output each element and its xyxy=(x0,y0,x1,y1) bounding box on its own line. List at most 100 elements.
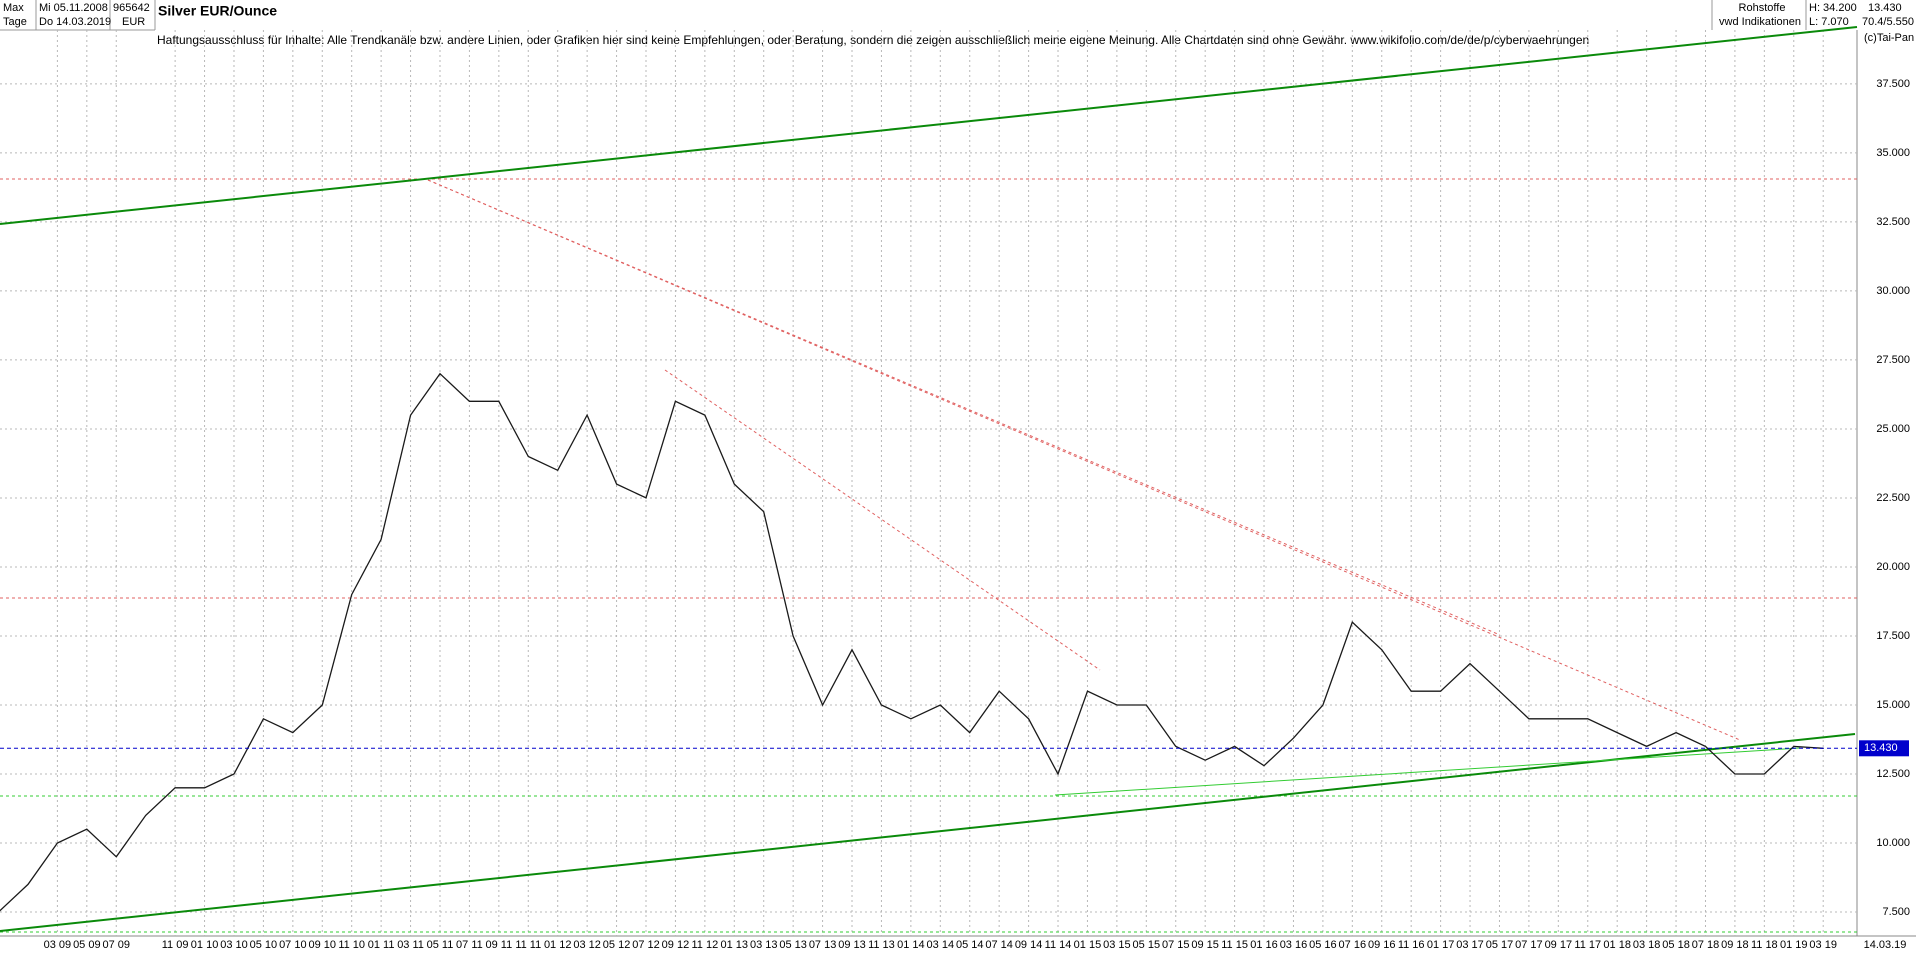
x-tick-label: 11 11 xyxy=(515,939,541,951)
x-end-label: 14.03.19 xyxy=(1864,939,1907,951)
x-tick-label: 09 17 xyxy=(1545,939,1573,951)
x-tick-label: 11 12 xyxy=(692,939,719,951)
extra-info: 70.4/5.550 xyxy=(1862,16,1914,28)
chart-title: Silver EUR/Ounce xyxy=(158,3,277,19)
x-tick-label: 03 16 xyxy=(1280,939,1308,951)
down-trend-line xyxy=(427,179,1741,741)
x-tick-label: 01 11 xyxy=(368,939,395,951)
price-marker-label: 13.430 xyxy=(1864,742,1898,754)
x-tick-label: 11 10 xyxy=(338,939,365,951)
x-tick-label: 11 13 xyxy=(868,939,895,951)
x-tick-label: 03 13 xyxy=(750,939,778,951)
y-tick-label: 32.500 xyxy=(1876,216,1910,228)
x-tick-label: 07 09 xyxy=(102,939,130,951)
y-tick-label: 20.000 xyxy=(1876,561,1910,573)
x-tick-label: 03 12 xyxy=(573,939,601,951)
x-tick-label: 09 15 xyxy=(1191,939,1219,951)
x-tick-label: 09 12 xyxy=(662,939,690,951)
minor-trend-line xyxy=(1054,747,1801,796)
x-tick-label: 01 10 xyxy=(191,939,219,951)
x-tick-label: 07 17 xyxy=(1515,939,1543,951)
last-price: 13.430 xyxy=(1868,2,1902,14)
down-trend-line xyxy=(664,369,1101,671)
x-tick-label: 01 16 xyxy=(1250,939,1278,951)
currency: EUR xyxy=(122,16,145,28)
x-tick-label: 05 10 xyxy=(250,939,278,951)
x-tick-label: 01 19 xyxy=(1780,939,1808,951)
x-tick-label: 03 19 xyxy=(1809,939,1837,951)
x-tick-label: 03 18 xyxy=(1633,939,1661,951)
x-tick-label: 01 13 xyxy=(721,939,749,951)
x-tick-label: 03 15 xyxy=(1103,939,1131,951)
x-tick-label: 09 18 xyxy=(1721,939,1749,951)
x-tick-label: 09 16 xyxy=(1368,939,1396,951)
price-line xyxy=(0,372,1824,912)
price-marker-box xyxy=(1859,740,1909,757)
x-tick-label: 07 15 xyxy=(1162,939,1190,951)
x-tick-label: 05 17 xyxy=(1486,939,1514,951)
group: Rohstoffe xyxy=(1739,2,1786,14)
high: H: 34.200 xyxy=(1809,2,1857,14)
x-tick-label: 01 15 xyxy=(1074,939,1102,951)
down-trend-line xyxy=(427,179,1501,636)
y-tick-label: 37.500 xyxy=(1876,78,1910,90)
x-tick-label: 11 15 xyxy=(1221,939,1248,951)
end-date: Do 14.03.2019 xyxy=(39,16,111,28)
y-tick-label: 15.000 xyxy=(1876,699,1910,711)
x-tick-label: 09 14 xyxy=(1015,939,1043,951)
x-tick-label: 09 13 xyxy=(838,939,866,951)
x-tick-label: 11 17 xyxy=(1574,939,1601,951)
x-tick-label: 01 14 xyxy=(897,939,925,951)
copyright: (c)Tai-Pan xyxy=(1864,32,1914,44)
x-tick-label: 05 18 xyxy=(1662,939,1690,951)
y-tick-label: 27.500 xyxy=(1876,354,1910,366)
range-select[interactable]: Max xyxy=(3,2,24,14)
security-id: 965642 xyxy=(113,2,150,14)
x-tick-label: 05 16 xyxy=(1309,939,1337,951)
lower-trend-line xyxy=(0,733,1856,932)
x-tick-label: 07 12 xyxy=(632,939,660,951)
y-tick-label: 17.500 xyxy=(1876,630,1910,642)
y-tick-label: 10.000 xyxy=(1876,837,1910,849)
x-tick-label: 09 10 xyxy=(309,939,337,951)
x-tick-label: 07 14 xyxy=(985,939,1013,951)
x-tick-label: 03 17 xyxy=(1456,939,1484,951)
header-bar xyxy=(0,0,1916,30)
x-tick-label: 03 09 xyxy=(44,939,72,951)
x-tick-label: 07 16 xyxy=(1339,939,1367,951)
x-tick-label: 07 13 xyxy=(809,939,837,951)
x-tick-label: 03 14 xyxy=(927,939,955,951)
x-tick-label: 01 12 xyxy=(544,939,572,951)
x-tick-label: 11 14 xyxy=(1045,939,1072,951)
x-tick-label: 11 16 xyxy=(1398,939,1425,951)
y-tick-label: 35.000 xyxy=(1876,147,1910,159)
x-tick-label: 03 10 xyxy=(220,939,248,951)
x-tick-label: 05 15 xyxy=(1133,939,1161,951)
x-tick-label: 05 11 xyxy=(427,939,454,951)
x-tick-label: 11 18 xyxy=(1751,939,1778,951)
x-tick-label: 05 12 xyxy=(603,939,631,951)
x-tick-label: 05 09 xyxy=(73,939,101,951)
y-tick-label: 12.500 xyxy=(1876,768,1910,780)
x-tick-label: 03 11 xyxy=(397,939,424,951)
x-tick-label: 07 18 xyxy=(1692,939,1720,951)
x-tick-label: 01 18 xyxy=(1603,939,1631,951)
y-tick-label: 7.500 xyxy=(1882,906,1910,918)
x-tick-label: 07 11 xyxy=(456,939,483,951)
x-tick-label: 05 13 xyxy=(779,939,807,951)
low: L: 7.070 xyxy=(1809,16,1849,28)
upper-trend-line xyxy=(0,26,1858,225)
y-tick-label: 30.000 xyxy=(1876,285,1910,297)
disclaimer: Haftungsausschluss für Inhalte: Alle Tre… xyxy=(157,33,1589,47)
start-date: Mi 05.11.2008 xyxy=(39,2,108,14)
source: vwd Indikationen xyxy=(1719,16,1801,28)
y-tick-label: 25.000 xyxy=(1876,423,1910,435)
x-tick-label: 07 10 xyxy=(279,939,307,951)
x-tick-label: 01 17 xyxy=(1427,939,1455,951)
x-tick-label: 11 09 xyxy=(162,939,189,951)
x-tick-label: 09 11 xyxy=(485,939,512,951)
period-select[interactable]: Tage xyxy=(3,16,27,28)
x-tick-label: 05 14 xyxy=(956,939,984,951)
